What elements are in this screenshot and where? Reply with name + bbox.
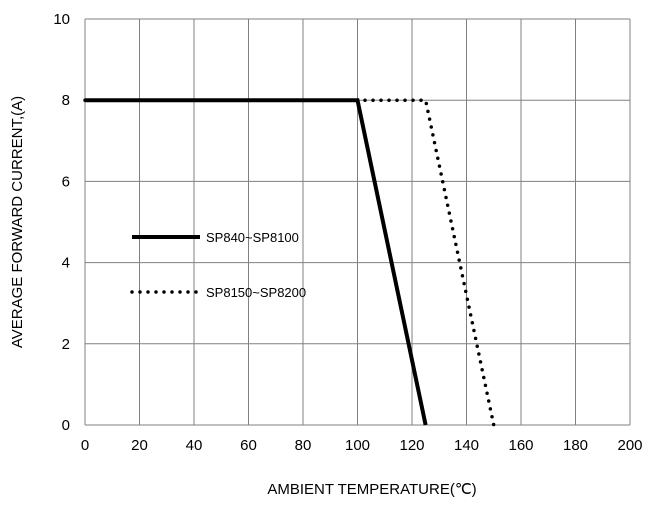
x-tick-label-3: 60 (240, 437, 257, 454)
legend-label-1: SP840~SP8100 (206, 230, 299, 245)
x-axis-label: AMBIENT TEMPERATURE(℃) (267, 481, 476, 498)
y-tick-label-1: 2 (62, 336, 70, 353)
y-tick-label-5: 10 (53, 11, 70, 28)
y-axis-label: AVERAGE FORWARD CURRENT,(A) (9, 96, 26, 348)
x-tick-label-1: 20 (131, 437, 148, 454)
x-tick-label-0: 0 (81, 437, 89, 454)
series-group (83, 98, 496, 427)
x-tick-label-9: 180 (563, 437, 588, 454)
y-tick-label-3: 6 (62, 173, 70, 190)
grid (84, 18, 631, 426)
y-tick-label-4: 8 (62, 92, 70, 109)
x-tick-label-4: 80 (295, 437, 312, 454)
legend-label-2: SP8150~SP8200 (206, 285, 306, 300)
series-line-2 (83, 98, 496, 427)
legend: SP840~SP8100 SP8150~SP8200 (130, 230, 306, 300)
x-tick-label-8: 160 (508, 437, 533, 454)
x-tick-label-7: 140 (454, 437, 479, 454)
x-tick-label-5: 100 (345, 437, 370, 454)
axes: 0 20 40 60 80 100 120 140 160 180 200 0 2 4 6 8 10 (53, 11, 642, 454)
y-tick-label-2: 4 (62, 255, 70, 272)
x-tick-label-6: 120 (399, 437, 424, 454)
x-tick-label-10: 200 (617, 437, 642, 454)
y-tick-label-0: 0 (62, 417, 70, 434)
x-tick-label-2: 40 (186, 437, 203, 454)
